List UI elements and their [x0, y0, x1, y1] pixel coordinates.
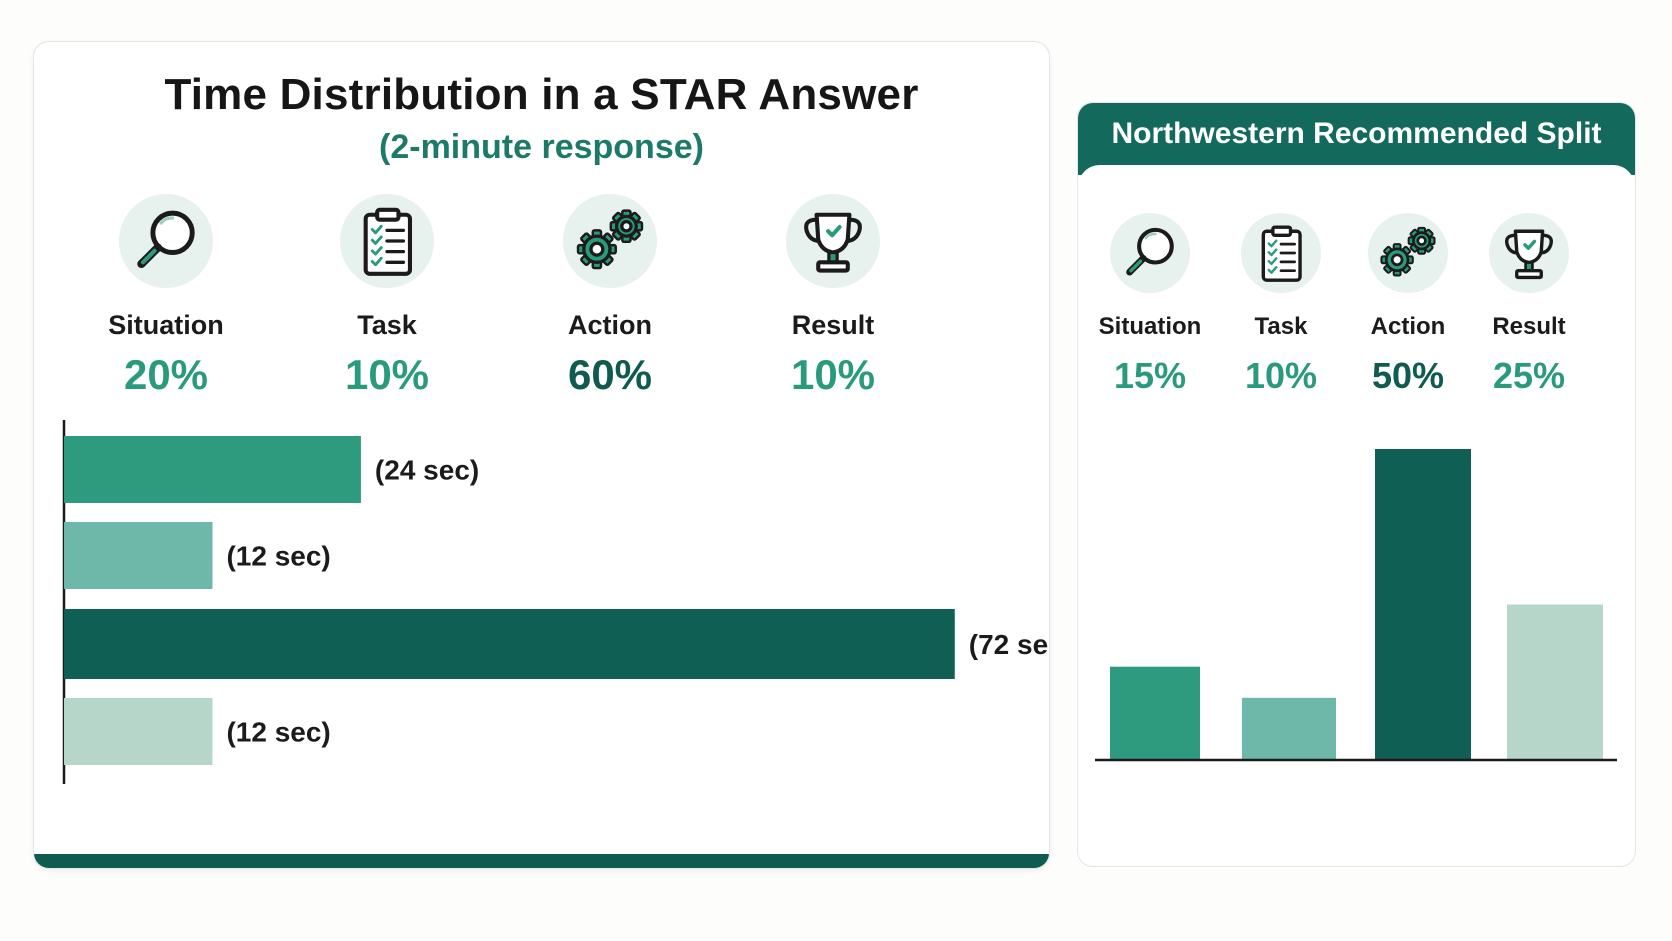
recommended-split-card: Northwestern Recommended Split Situation…: [1077, 102, 1636, 867]
phase-label: Task: [357, 310, 417, 340]
phase-label: Result: [791, 310, 875, 340]
bar-value-label: (12 sec): [226, 541, 330, 572]
phase-situation: Situation 15%: [1085, 213, 1215, 397]
phase-label: Action: [1370, 313, 1446, 340]
phase-task: Task 10%: [1216, 213, 1346, 397]
phase-label: Task: [1254, 313, 1308, 340]
phase-situation: Situation 20%: [66, 194, 266, 399]
time-distribution-card: Time Distribution in a STAR Answer (2-mi…: [33, 41, 1050, 869]
chart-subtitle: (2-minute response): [379, 128, 704, 166]
trophy-icon: [786, 194, 880, 288]
phase-percentage: 25%: [1492, 355, 1566, 396]
phase-label: Action: [568, 310, 652, 340]
phase-task: Task 10%: [287, 194, 487, 399]
bar-action: [1375, 449, 1471, 760]
phase-label: Situation: [108, 310, 224, 340]
phase-action: Action 60%: [510, 194, 710, 399]
card-header-title: Northwestern Recommended Split: [1111, 117, 1602, 150]
horizontal-bar-chart: (24 sec) (12 sec) (72 sec) (12 sec): [62, 420, 1050, 784]
gears-icon: [1368, 213, 1448, 293]
clipboard-checklist-icon: [1241, 213, 1321, 293]
phase-percentage: 10%: [790, 351, 876, 398]
bar-situation: [1110, 666, 1200, 760]
bar-value-label: (24 sec): [375, 455, 479, 486]
bar-value-label: (72 sec): [969, 629, 1050, 660]
gears-icon: [563, 194, 657, 288]
phase-result: Result 25%: [1464, 213, 1594, 397]
bar-result: [1507, 604, 1603, 760]
bar-action: [64, 609, 955, 679]
phase-percentage: 60%: [567, 351, 653, 398]
phase-percentage: 10%: [1244, 355, 1318, 396]
phase-label: Result: [1492, 313, 1566, 340]
bar-result: [64, 698, 213, 765]
magnifier-icon: [119, 194, 213, 288]
bar-situation: [64, 436, 361, 503]
phase-percentage: 50%: [1371, 355, 1445, 396]
phase-percentage: 15%: [1113, 355, 1187, 396]
phase-percentage: 20%: [123, 351, 209, 398]
bar-task: [1242, 697, 1336, 760]
clipboard-checklist-icon: [340, 194, 434, 288]
phase-percentage: 10%: [344, 351, 430, 398]
card-header-curve: [1078, 165, 1635, 187]
card-bottom-band: [34, 854, 1049, 868]
trophy-icon: [1489, 213, 1569, 293]
phase-label: Situation: [1098, 313, 1202, 340]
phase-action: Action 50%: [1343, 213, 1473, 397]
phase-result: Result 10%: [733, 194, 933, 399]
card-header: [1078, 103, 1635, 175]
vertical-bar-chart: [1095, 449, 1617, 762]
bar-value-label: (12 sec): [226, 717, 330, 748]
bar-task: [64, 522, 213, 589]
magnifier-icon: [1110, 213, 1190, 293]
chart-title: Time Distribution in a STAR Answer: [164, 70, 919, 119]
